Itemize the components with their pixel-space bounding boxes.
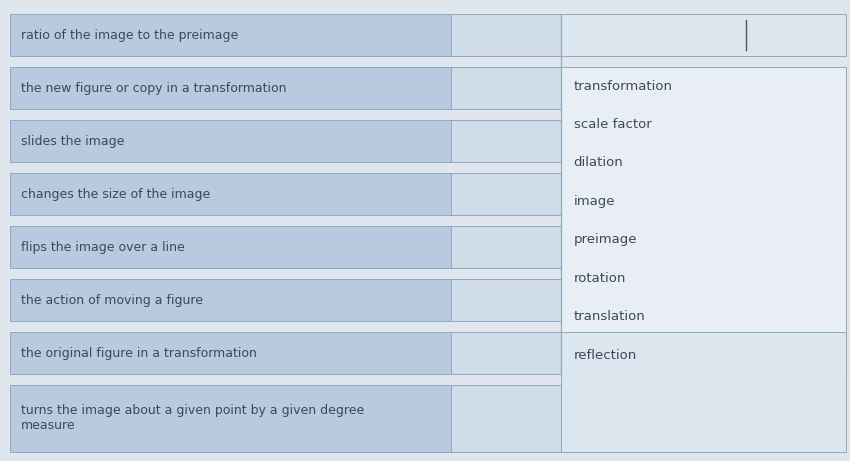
Text: changes the size of the image: changes the size of the image (21, 188, 211, 201)
Bar (450, 226, 561, 268)
Bar (450, 385, 561, 452)
Bar (450, 173, 561, 215)
Text: rotation: rotation (574, 272, 626, 285)
Text: the original figure in a transformation: the original figure in a transformation (21, 347, 257, 360)
Text: reflection: reflection (574, 349, 637, 361)
Bar (450, 332, 561, 374)
Text: transformation: transformation (574, 80, 672, 93)
Bar (10, 67, 450, 109)
Bar (450, 279, 561, 321)
Text: dilation: dilation (574, 156, 624, 170)
Text: image: image (574, 195, 615, 208)
Bar (450, 67, 561, 109)
Text: slides the image: slides the image (21, 135, 125, 148)
Bar (450, 120, 561, 162)
Bar (10, 173, 450, 215)
Bar (10, 332, 450, 374)
Text: the action of moving a figure: the action of moving a figure (21, 294, 203, 307)
Text: scale factor: scale factor (574, 118, 651, 131)
Bar (10, 385, 450, 452)
Text: the new figure or copy in a transformation: the new figure or copy in a transformati… (21, 82, 286, 95)
Bar (10, 226, 450, 268)
Bar (10, 279, 450, 321)
Text: flips the image over a line: flips the image over a line (21, 241, 185, 254)
Bar (561, 14, 846, 56)
Bar (10, 120, 450, 162)
Text: translation: translation (574, 310, 645, 323)
Text: ratio of the image to the preimage: ratio of the image to the preimage (21, 29, 239, 41)
Bar (561, 67, 846, 374)
Bar (450, 14, 561, 56)
Text: turns the image about a given point by a given degree
measure: turns the image about a given point by a… (21, 404, 365, 432)
Bar (561, 332, 846, 452)
Text: preimage: preimage (574, 233, 638, 246)
Bar (10, 14, 450, 56)
